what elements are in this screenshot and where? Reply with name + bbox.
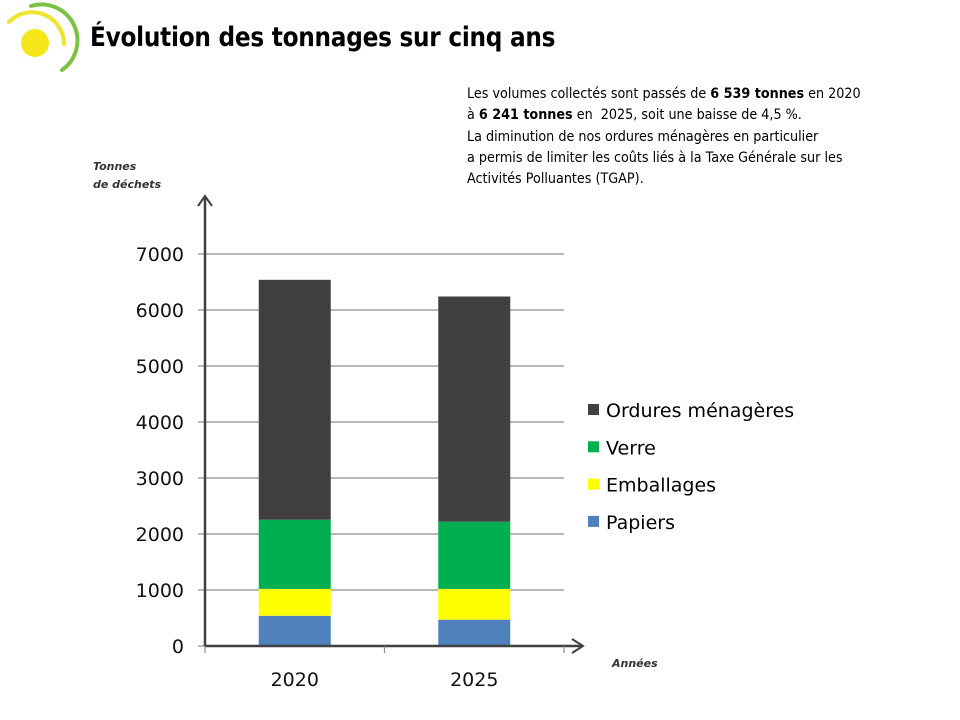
bars bbox=[258, 279, 511, 646]
bar-segment-papiers-2025 bbox=[438, 619, 511, 646]
x-ticks bbox=[204, 646, 565, 653]
y-tick-label: 4000 bbox=[136, 412, 184, 434]
bar-segment-ordures-m-nag-res-2020 bbox=[258, 279, 331, 520]
legend-label: Ordures ménagères bbox=[606, 400, 794, 422]
bar-segment-papiers-2020 bbox=[258, 615, 331, 646]
y-axis-title-line-2: de déchets bbox=[93, 178, 162, 191]
y-tick-labels: 0 1000 2000 3000 4000 5000 6000 7000 bbox=[136, 244, 184, 658]
x-tick-label: 2025 bbox=[450, 669, 498, 691]
summary-text-part: Les volumes collectés sont passés de bbox=[467, 86, 711, 102]
bar-segment-emballages-2020 bbox=[258, 588, 331, 616]
y-tick-label: 0 bbox=[172, 636, 184, 658]
bar-segment-verre-2020 bbox=[258, 519, 331, 589]
legend-swatch bbox=[588, 441, 599, 453]
summary-text-part: en 2020 bbox=[804, 86, 861, 102]
y-tick-label: 7000 bbox=[136, 244, 184, 266]
legend-swatch bbox=[588, 404, 599, 415]
y-axis-arrow bbox=[197, 194, 213, 207]
logo bbox=[7, 2, 80, 72]
legend-label: Emballages bbox=[606, 475, 716, 497]
logo-outer-arc bbox=[29, 2, 80, 72]
summary-text-part: en 2025, soit une baisse de 4,5 %. bbox=[572, 107, 802, 124]
summary-text: Les volumes collectés sont passés de 6 5… bbox=[467, 84, 890, 190]
summary-line-2: à 6 241 tonnes en 2025, soit une baisse … bbox=[467, 105, 890, 126]
legend-label: Papiers bbox=[606, 512, 675, 534]
legend: Ordures ménagères Verre Emballages Papiers bbox=[588, 400, 794, 534]
summary-bold-2025: 6 241 tonnes bbox=[478, 107, 573, 124]
x-axis-title: Années bbox=[611, 657, 658, 670]
logo-inner-arc bbox=[7, 10, 66, 46]
legend-label: Verre bbox=[606, 437, 656, 459]
bar-segment-emballages-2025 bbox=[438, 588, 511, 620]
y-tick-label: 1000 bbox=[136, 580, 184, 602]
logo-dot bbox=[21, 29, 49, 57]
x-tick-label: 2020 bbox=[271, 669, 319, 691]
bar-segment-ordures-m-nag-res-2025 bbox=[438, 296, 511, 522]
summary-line-4: a permis de limiter les coûts liés à la … bbox=[467, 149, 843, 166]
summary-line-5: Activités Polluantes (TGAP). bbox=[467, 171, 644, 188]
y-tick-label: 2000 bbox=[136, 524, 184, 546]
summary-line-1: Les volumes collectés sont passés de 6 5… bbox=[467, 84, 890, 105]
summary-line-3: La diminution de nos ordures ménagères e… bbox=[467, 128, 819, 145]
x-axis-arrow bbox=[571, 638, 585, 654]
y-tick-label: 3000 bbox=[136, 468, 184, 490]
legend-swatch bbox=[588, 478, 599, 490]
y-tick-label: 6000 bbox=[136, 300, 184, 322]
y-axis-title-line-1: Tonnes bbox=[93, 160, 137, 173]
bar-segment-verre-2025 bbox=[438, 521, 511, 589]
summary-bold-2020: 6 539 tonnes bbox=[710, 86, 805, 102]
x-tick-labels: 2020 2025 bbox=[271, 669, 499, 691]
legend-swatch bbox=[588, 515, 599, 527]
axes bbox=[197, 194, 585, 654]
y-tick-label: 5000 bbox=[136, 356, 184, 378]
page-title: Évolution des tonnages sur cinq ans bbox=[90, 22, 556, 53]
summary-text-part: à bbox=[467, 107, 479, 124]
